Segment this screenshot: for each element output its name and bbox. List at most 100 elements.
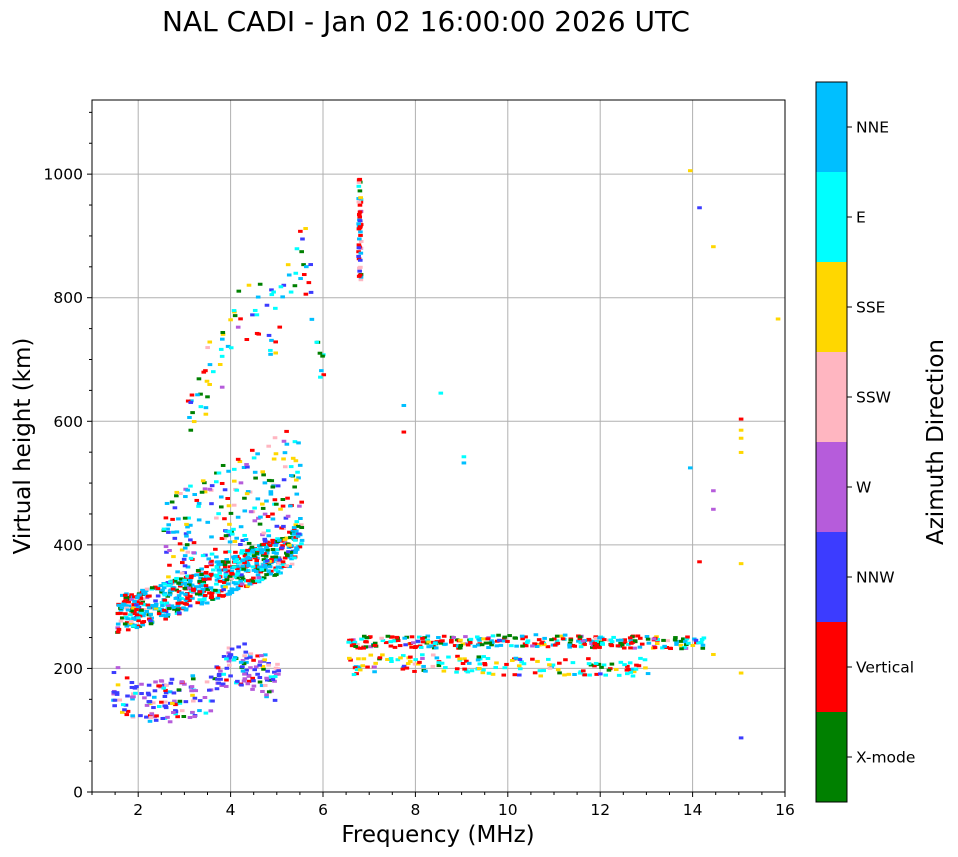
echo-point [285, 555, 290, 559]
echo-point [523, 644, 529, 648]
echo-point [358, 220, 363, 224]
echo-point [124, 606, 129, 610]
echo-point [289, 474, 294, 478]
echo-point [597, 636, 602, 640]
echo-point [262, 658, 268, 662]
echo-point [594, 672, 599, 676]
echo-point [352, 666, 358, 670]
echo-point [227, 522, 232, 526]
echo-point [115, 622, 121, 626]
echo-point [394, 635, 400, 639]
echo-point [299, 500, 305, 504]
echo-point [190, 411, 195, 415]
echo-point [260, 665, 266, 669]
echo-point [167, 548, 172, 552]
echo-point [182, 581, 188, 585]
echo-point [161, 613, 166, 617]
echo-point [245, 548, 250, 552]
echo-point [125, 608, 131, 612]
echo-point [260, 533, 265, 537]
echo-point [201, 597, 207, 601]
y-tick-label: 600 [53, 413, 83, 431]
echo-point [401, 430, 407, 434]
echo-point [114, 691, 120, 695]
echo-point [249, 545, 255, 549]
echo-point [438, 641, 444, 645]
echo-point [225, 569, 231, 573]
echo-point [215, 596, 221, 600]
echo-point [368, 653, 374, 657]
echo-point [264, 499, 269, 503]
echo-point [409, 645, 414, 649]
echo-point [261, 542, 267, 546]
echo-point [175, 601, 181, 605]
echo-point [275, 548, 280, 552]
echo-point [209, 559, 214, 563]
echo-point [273, 452, 279, 456]
echo-point [364, 636, 370, 640]
echo-point [226, 533, 231, 537]
echo-point [257, 663, 262, 667]
echo-point [194, 573, 200, 577]
echo-point [357, 203, 363, 207]
echo-point [687, 466, 693, 470]
echo-point [139, 692, 144, 696]
echo-point [189, 399, 194, 403]
echo-point [128, 621, 134, 625]
echo-point [389, 660, 394, 664]
echo-point [266, 662, 271, 666]
echo-point [203, 369, 208, 373]
echo-point [269, 288, 274, 292]
echo-point [197, 598, 203, 602]
echo-point [490, 672, 496, 676]
echo-point [178, 577, 184, 581]
echo-point [385, 634, 391, 638]
echo-point [177, 611, 182, 615]
echo-point [357, 646, 363, 650]
y-tick-label: 200 [53, 660, 83, 678]
echo-point [203, 412, 209, 416]
echo-point [184, 602, 189, 606]
x-axis-label: Frequency (MHz) [341, 822, 534, 848]
echo-point [242, 642, 247, 646]
echo-point [439, 661, 445, 665]
echo-point [262, 564, 268, 568]
echo-point [148, 622, 154, 626]
x-tick-label: 14 [683, 801, 703, 819]
echo-point [392, 645, 398, 649]
echo-point [357, 224, 363, 228]
echo-point [348, 638, 354, 642]
echo-point [652, 646, 658, 650]
echo-point [128, 620, 134, 624]
echo-point [134, 685, 139, 689]
echo-point [216, 674, 222, 678]
echo-point [460, 642, 466, 646]
echo-point [262, 481, 268, 485]
echo-point [269, 338, 274, 342]
echo-point [288, 465, 294, 469]
echo-point [223, 573, 229, 577]
echo-point [356, 200, 362, 204]
echo-point [194, 592, 200, 596]
echo-point [299, 538, 305, 542]
echo-point [223, 684, 229, 688]
echo-point [214, 555, 219, 559]
echo-point [207, 363, 213, 367]
echo-point [153, 606, 159, 610]
echo-point [293, 551, 298, 555]
echo-point [273, 340, 278, 344]
echo-point [184, 543, 190, 547]
echo-point [272, 498, 278, 502]
echo-point [483, 641, 489, 645]
echo-point [141, 603, 147, 607]
echo-point [163, 617, 168, 621]
echo-point [170, 586, 176, 590]
echo-point [270, 512, 275, 516]
echo-point [279, 526, 284, 530]
echo-point [461, 461, 467, 465]
echo-point [218, 669, 223, 673]
echo-point [119, 593, 125, 597]
echo-point [405, 662, 411, 666]
echo-point [265, 515, 271, 519]
echo-point [476, 655, 482, 659]
